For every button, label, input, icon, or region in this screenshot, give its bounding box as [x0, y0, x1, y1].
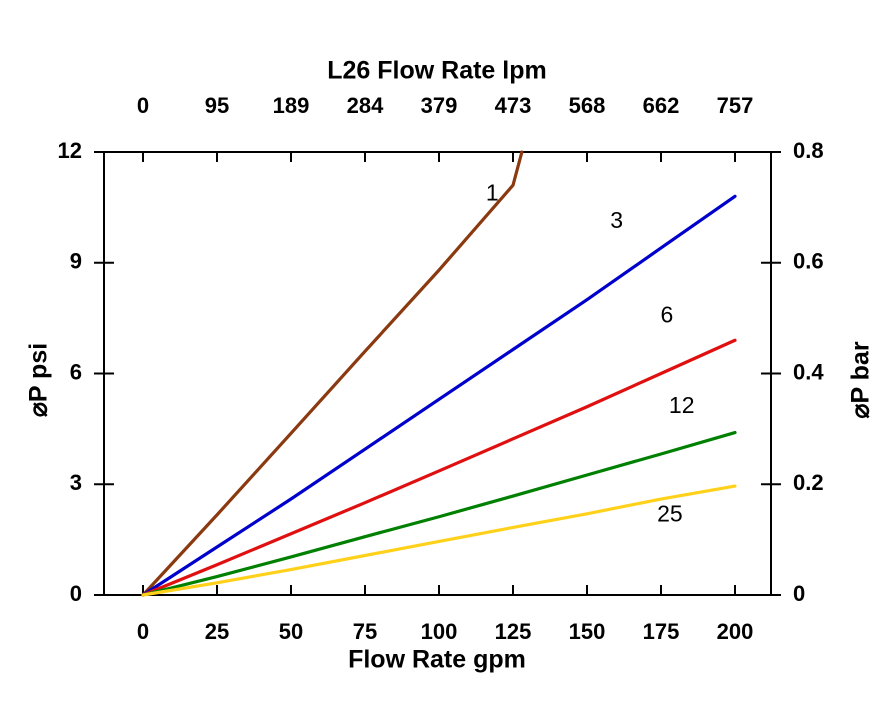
top-tick-label: 379: [421, 93, 458, 118]
axis-lines: [103, 151, 772, 596]
right-y-tick-label: 0.6: [793, 249, 824, 274]
top-axis-title: L26 Flow Rate lpm: [327, 57, 546, 85]
right-y-tick-label: 0.8: [793, 138, 824, 163]
x-tick-label: 25: [205, 619, 229, 644]
series-labels: 1 3 6 12 25: [486, 180, 695, 527]
series-label-12: 12: [669, 392, 695, 418]
top-tick-label: 284: [347, 93, 384, 118]
top-tick-label: 0: [137, 93, 149, 118]
x-tick-label: 125: [495, 619, 532, 644]
series-label-25: 25: [657, 501, 683, 527]
y-tick-label: 6: [70, 359, 82, 384]
series-label-1: 1: [486, 180, 499, 206]
y-tick-label: 9: [70, 249, 82, 274]
right-y-tick-label: 0: [793, 581, 805, 606]
series-line-12: [141, 430, 737, 597]
x-tick-label: 75: [353, 619, 377, 644]
series-label-3: 3: [610, 207, 623, 233]
top-tick-label: 189: [273, 93, 310, 118]
y-tick-label: 12: [58, 138, 82, 163]
x-tick-label: 150: [569, 619, 606, 644]
right-y-axis-title: ⌀P bar: [847, 341, 875, 418]
x-tick-label: 200: [717, 619, 754, 644]
y-tick-label: 0: [70, 581, 82, 606]
series-label-6: 6: [661, 301, 674, 327]
series-line-6: [141, 338, 737, 597]
y-axis-title: ⌀P psi: [25, 343, 53, 417]
series-line-3: [141, 194, 737, 597]
x-tick-label: 50: [279, 619, 303, 644]
series-line-1: [141, 150, 524, 597]
top-tick-label: 568: [569, 93, 606, 118]
right-y-tick-label: 0.4: [793, 359, 824, 384]
y-tick-label: 3: [70, 470, 82, 495]
series-lines: [141, 150, 737, 597]
top-tick-label: 473: [495, 93, 532, 118]
top-tick-label: 662: [643, 93, 680, 118]
x-tick-label: 0: [137, 619, 149, 644]
top-tick-label: 95: [205, 93, 229, 118]
top-axis-ticks: 0 95 189 284 379 473 568 662 757: [137, 93, 753, 162]
x-axis-title: Flow Rate gpm: [348, 646, 526, 674]
right-y-tick-label: 0.2: [793, 470, 824, 495]
series-line-25: [141, 484, 737, 597]
right-y-axis-ticks: 0 0.2 0.4 0.6 0.8: [761, 138, 824, 606]
top-tick-label: 757: [717, 93, 754, 118]
x-tick-label: 100: [421, 619, 458, 644]
x-tick-label: 175: [643, 619, 680, 644]
